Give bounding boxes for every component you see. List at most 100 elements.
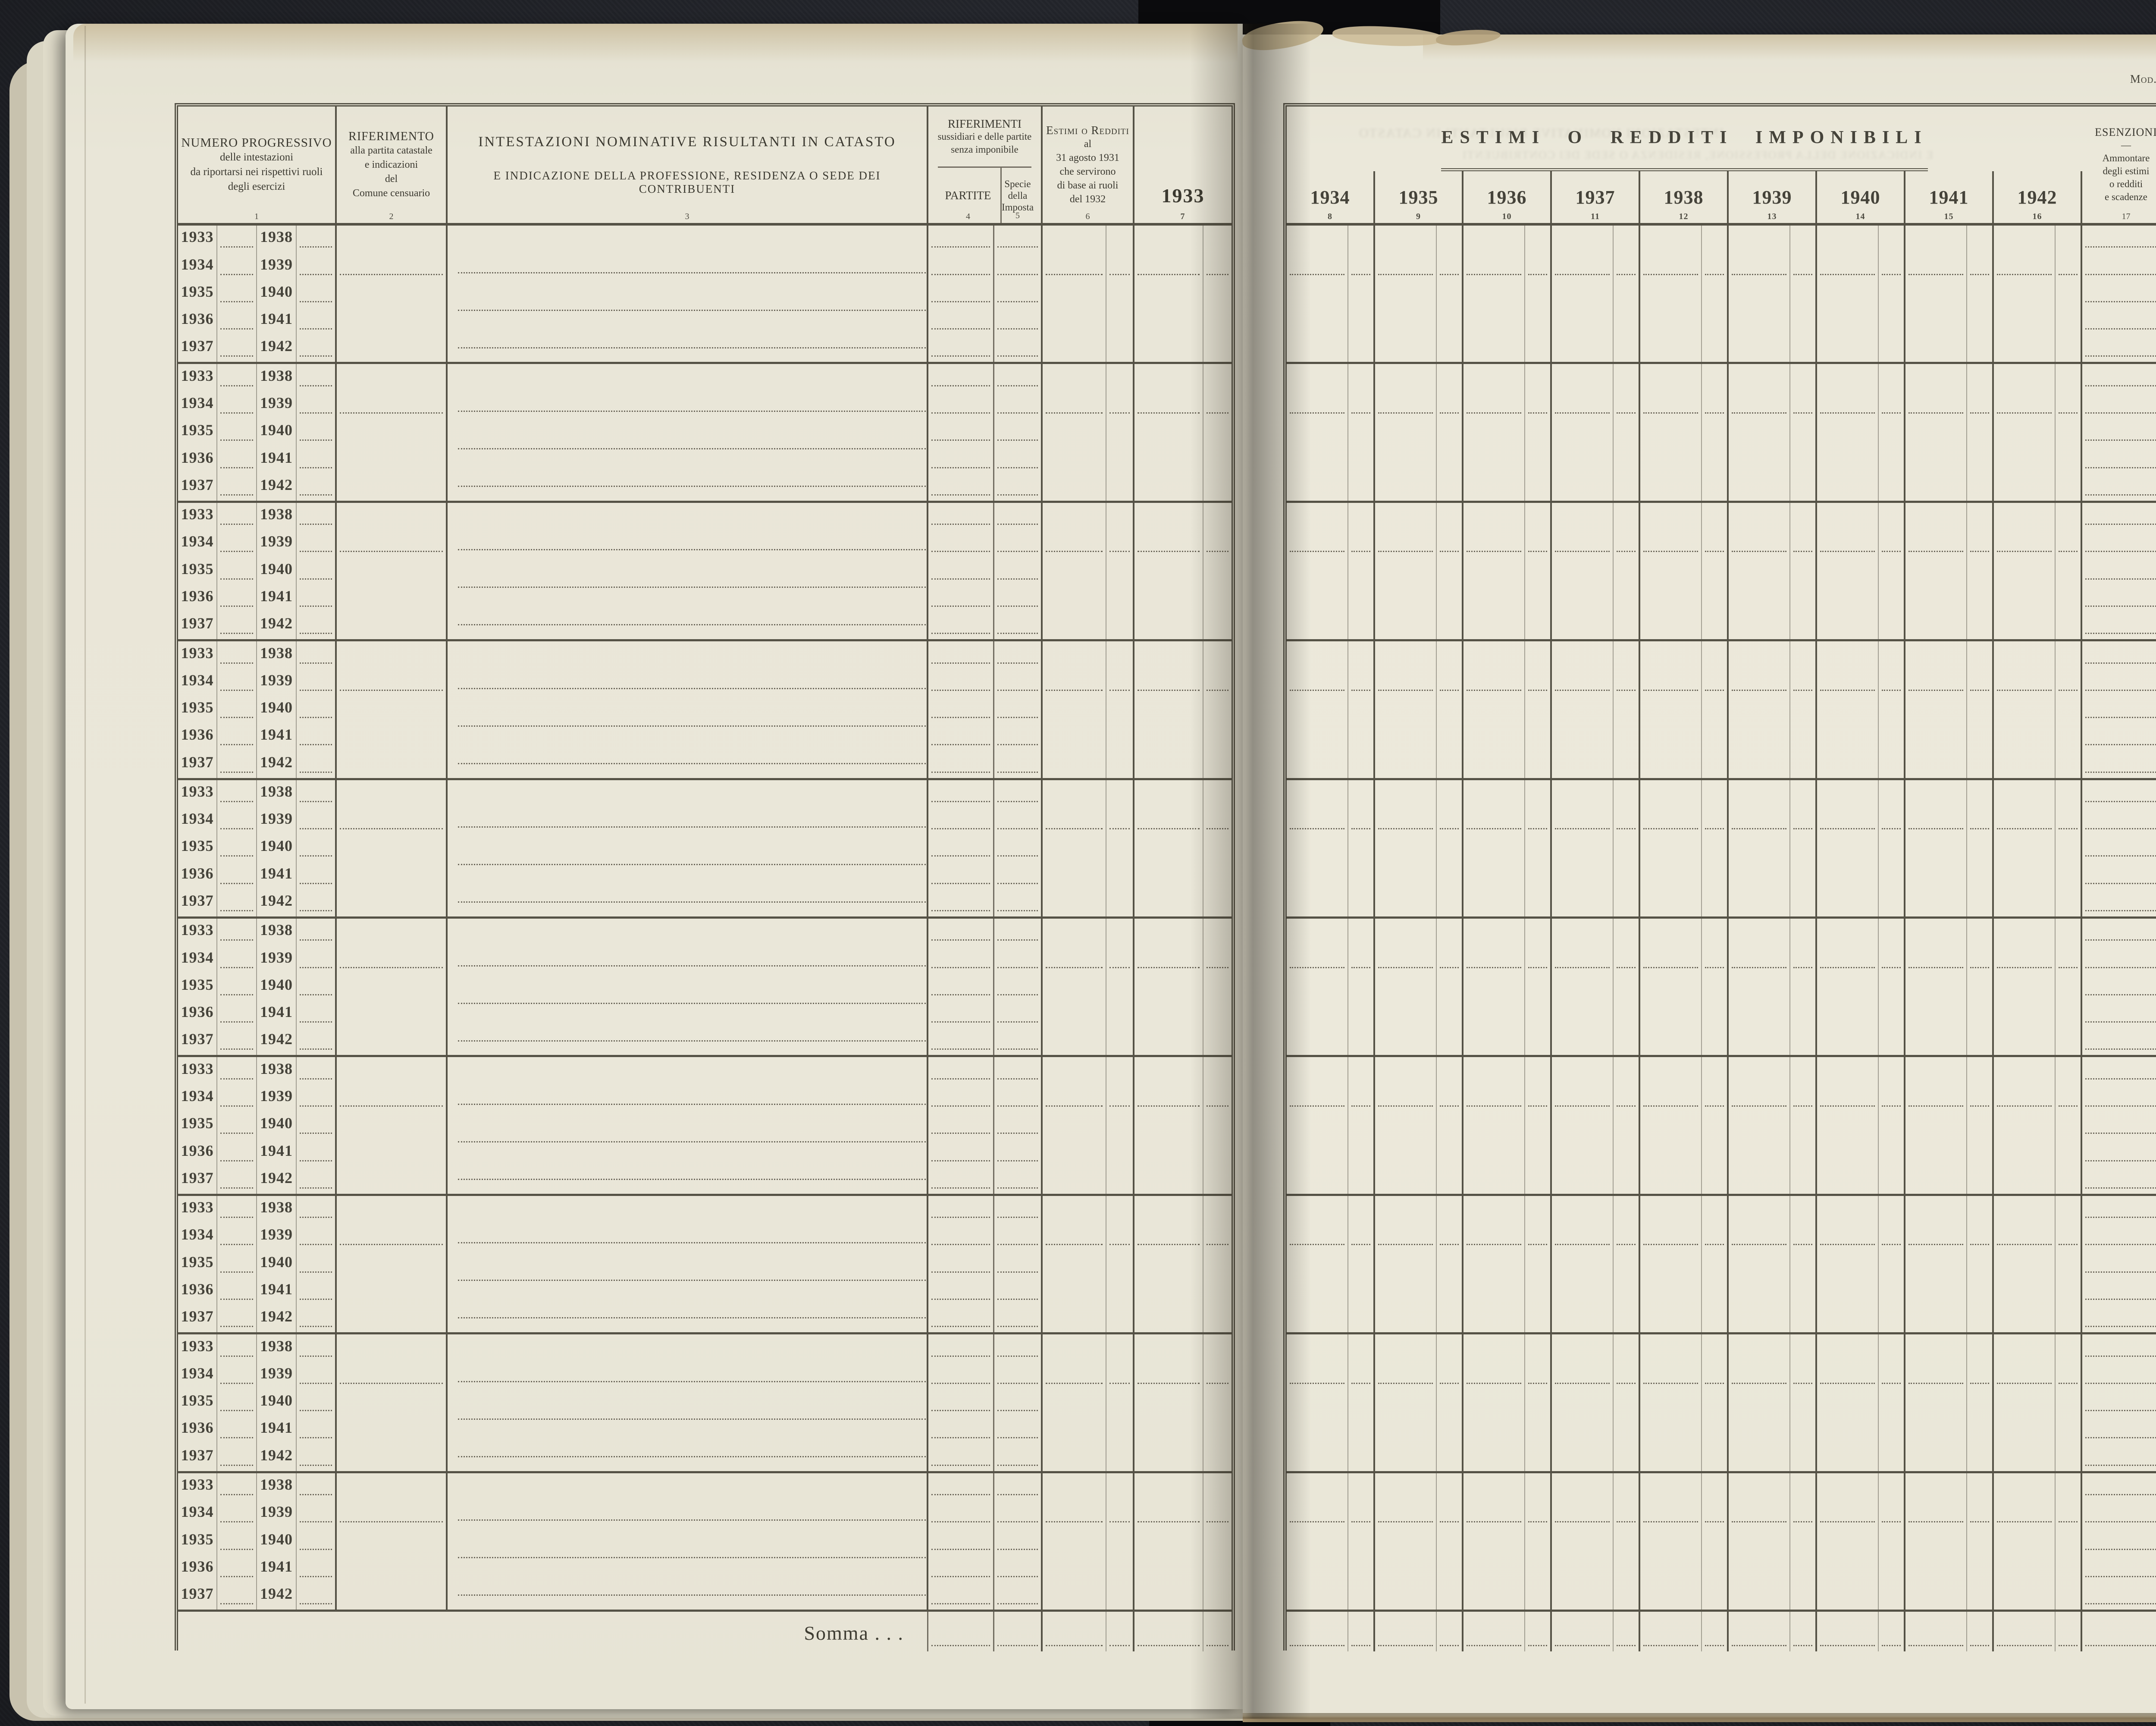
- year-value-cell: [1905, 1389, 1967, 1417]
- year-cents-cell: [1967, 1166, 1994, 1194]
- year-value-cell: [1375, 835, 1437, 862]
- write-line: [1290, 1105, 1344, 1107]
- write-line: [2085, 355, 2156, 357]
- year-cents-cell: [1348, 668, 1375, 696]
- year-value-cell: [1375, 446, 1437, 474]
- year-cents-cell: [1437, 750, 1463, 778]
- grid-cell: [297, 919, 337, 946]
- write-line: [2085, 524, 2156, 525]
- year-value-cell: [1729, 1416, 1790, 1444]
- write-line: [220, 744, 253, 746]
- grid-cell: [297, 612, 337, 640]
- year-value-cell: [1375, 1362, 1437, 1389]
- write-line: [931, 939, 990, 941]
- year-cents-cell: [1614, 418, 1640, 446]
- grid-cell: [1134, 889, 1203, 917]
- year-cents-cell: [1348, 862, 1375, 889]
- write-line: [458, 826, 926, 828]
- grid-cell: [1134, 530, 1203, 558]
- grid-cell: [1043, 1057, 1106, 1085]
- grid-cell: [217, 973, 257, 1001]
- year-cents-cell: [1348, 1416, 1375, 1444]
- year-cents-cell: [1525, 1528, 1552, 1555]
- exercise-year-cell: 1939: [257, 391, 297, 419]
- write-line: [997, 1326, 1038, 1327]
- year-value-cell: [1905, 835, 1967, 862]
- grid-cell: [994, 696, 1043, 724]
- year-value-cell: [1287, 1166, 1348, 1194]
- year-cents-cell: [1790, 973, 1817, 1001]
- write-line: [1820, 1244, 1875, 1246]
- exercise-year-cell: 1933: [178, 226, 217, 253]
- write-line: [1528, 1382, 1547, 1384]
- year-value-cell: [1640, 1028, 1702, 1055]
- grid-cell: [448, 502, 928, 530]
- header-text-line: alla partita catastale: [350, 144, 432, 156]
- year-value-cell: [1552, 1028, 1614, 1055]
- exercise-year-cell: 1938: [257, 780, 297, 807]
- grid-cell: [994, 530, 1043, 558]
- write-line: [1997, 1645, 2052, 1646]
- write-line: [1908, 689, 1963, 691]
- record-row: 1933 1938: [178, 1057, 1232, 1085]
- record-row: [1287, 1084, 2156, 1112]
- write-line: [1793, 1244, 1812, 1246]
- year-value-cell: [1994, 862, 2056, 889]
- year-value-cell: [1729, 1334, 1790, 1362]
- grid-cell: [297, 307, 337, 335]
- year-value-cell: [1640, 502, 1702, 530]
- grid-cell: [1043, 696, 1106, 724]
- somma-value-cell: [1994, 1612, 2056, 1651]
- year-value-cell: [1463, 557, 1525, 585]
- somma-value-cell: [1817, 1612, 1879, 1651]
- exercise-year-cell: 1936: [178, 1416, 217, 1444]
- record-row: 1934 1939: [178, 807, 1232, 835]
- grid-cell: [1134, 1166, 1203, 1194]
- write-line: [300, 662, 332, 664]
- write-line: [300, 1494, 332, 1495]
- exercise-year-cell: 1939: [257, 1362, 297, 1389]
- grid-cell: [1134, 1196, 1203, 1224]
- grid-cell: [1106, 780, 1134, 807]
- grid-cell: [1043, 1084, 1106, 1112]
- write-line: [931, 1437, 990, 1439]
- year-value-cell: [1905, 696, 1967, 724]
- write-line: [931, 994, 990, 995]
- grid-cell: [337, 1112, 448, 1139]
- write-line: [1617, 967, 1636, 968]
- year-value-cell: [1729, 502, 1790, 530]
- grid-cell: [928, 391, 994, 419]
- year-value-cell: [1905, 1528, 1967, 1555]
- grid-cell: [337, 696, 448, 724]
- year-value-cell: [1463, 391, 1525, 419]
- exercise-year-cell: 1936: [178, 1277, 217, 1305]
- grid-cell: [1203, 1500, 1232, 1528]
- year-cents-cell: [1702, 1444, 1729, 1471]
- esenzioni-cell: [2082, 1528, 2156, 1555]
- write-line: [1206, 1521, 1228, 1523]
- record-row: 1934 1939: [178, 946, 1232, 973]
- write-line: [2085, 1603, 2156, 1605]
- year-value-cell: [1287, 335, 1348, 362]
- write-line: [997, 355, 1038, 357]
- year-cents-cell: [1879, 919, 1905, 946]
- grid-cell: [1043, 862, 1106, 889]
- exercise-year-cell: 1935: [178, 1250, 217, 1278]
- year-value-cell: [1994, 391, 2056, 419]
- year-value-cell: [1287, 1223, 1348, 1251]
- write-line: [2085, 1645, 2156, 1646]
- write-line: [300, 301, 332, 302]
- year-cents-cell: [1614, 307, 1640, 335]
- grid-cell: [448, 1473, 928, 1500]
- year-cents-cell: [1790, 807, 1817, 835]
- write-line: [1378, 1244, 1433, 1246]
- grid-cell: [217, 835, 257, 862]
- year-cents-cell: [1967, 253, 1994, 280]
- write-line: [300, 273, 332, 275]
- write-line: [1440, 551, 1459, 552]
- grid-cell: [1043, 973, 1106, 1001]
- page-top-wear: [1423, 35, 2156, 60]
- year-label: 1941: [1929, 186, 1969, 208]
- year-value-cell: [1640, 335, 1702, 362]
- write-line: [2085, 1575, 2156, 1577]
